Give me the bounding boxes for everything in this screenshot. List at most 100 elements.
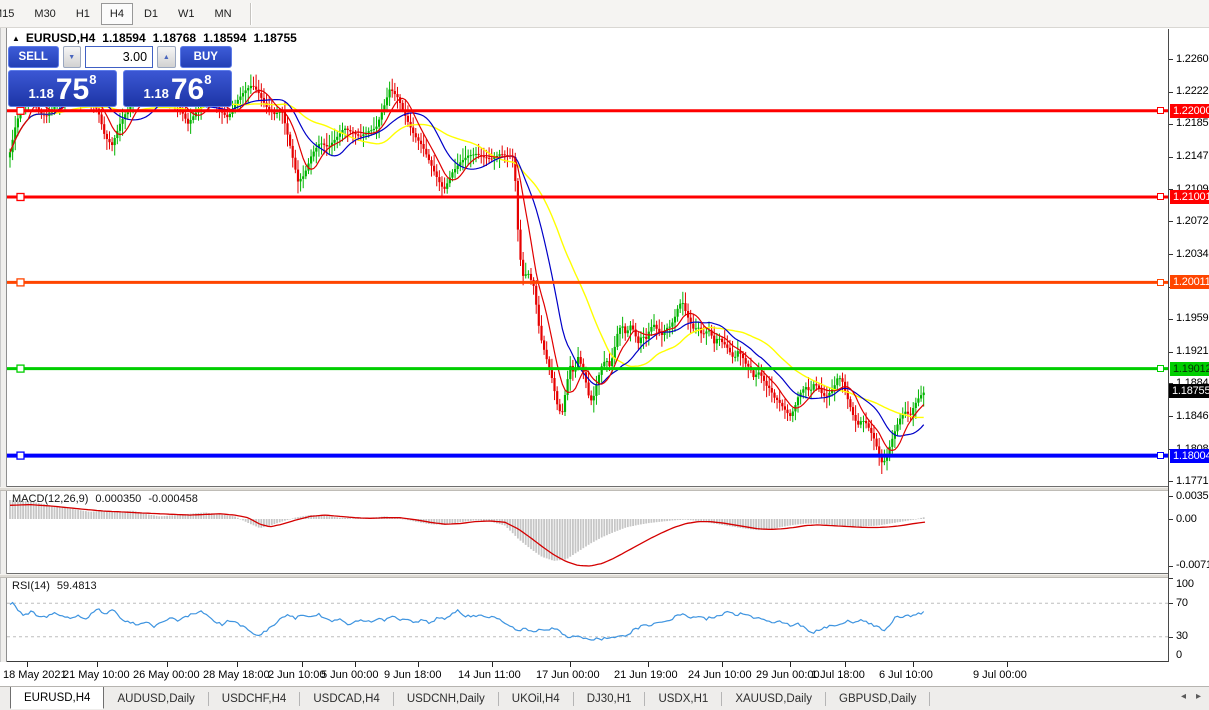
price-axis-separator [1168,29,1169,662]
time-tick [913,662,914,667]
chart-ohlc-title: ▲ EURUSD,H4 1.18594 1.18768 1.18594 1.18… [12,31,297,45]
level-line-1.22000[interactable] [7,106,1168,115]
price-tag-1.22000: 1.22000 [1170,104,1209,118]
timeframe-button-M30[interactable]: M30 [34,7,56,20]
time-label: 29 Jun 00:00 [756,669,820,681]
level-endpoint-marker [1157,107,1164,114]
chart-tab-XAUUSD,Daily[interactable]: XAUUSD,Daily [735,692,812,705]
price-tick-dash [1169,416,1173,417]
chart-tab-USDCAD,H4[interactable]: USDCAD,H4 [313,692,380,705]
tab-separator [825,691,826,706]
price-tick-label: 1.22600 [1176,53,1209,65]
time-label: 6 Jul 10:00 [879,669,933,681]
time-label: 26 May 00:00 [133,669,200,681]
one-click-trading-panel: SELL ▼ 3.00 ▲ BUY 1.18 75 8 1.18 76 8 [8,46,232,107]
timeframe-button-M15[interactable]: M15 [0,7,15,20]
ma-line [9,102,924,419]
time-tick [722,662,723,667]
price-tick-dash [1169,383,1173,384]
time-tick [97,662,98,667]
window-left-edge [0,28,7,710]
chart-tab-bar: EURUSD,H4 AUDUSD,Daily USDCHF,H4 USDCAD,H4 U… [0,686,1209,710]
macd-tick-label: 0.003515 [1176,490,1209,502]
time-label: 9 Jun 18:00 [384,669,442,681]
chart-tab-DJ30,H1[interactable]: DJ30,H1 [586,692,632,705]
timeframe-button-W1[interactable]: W1 [178,7,195,20]
timeframe-buttons-group: M15 M30 H1 H4 D1 W1 MN [0,0,242,27]
timeframe-button-MN[interactable]: MN [214,7,232,20]
time-label: 28 May 18:00 [203,669,270,681]
ohlc-open: 1.18594 [102,31,146,45]
rsi-tick-dash [1169,578,1173,579]
tab-separator [572,691,574,706]
rsi-tick-label: 100 [1176,578,1194,590]
buy-price-panel[interactable]: 1.18 76 8 [123,70,232,107]
macd-name: MACD(12,26,9) [12,493,89,505]
macd-signal-line [9,504,926,567]
level-endpoint-marker [1157,365,1164,372]
price-tag-1.19012: 1.19012 [1170,362,1209,376]
time-label: 14 Jun 11:00 [458,669,521,681]
candles [8,74,925,474]
timeframe-toolbar: M15 M30 H1 H4 D1 W1 MN [0,0,1209,28]
macd-main-value: 0.000350 [95,493,142,505]
sell-price-panel[interactable]: 1.18 75 8 [8,70,117,107]
level-line-1.21001[interactable] [7,192,1168,202]
time-axis[interactable]: 18 May 2021 21 May 10:00 26 May 00:00 28 Ma… [0,662,1209,686]
chart-tab-USDX,H1[interactable]: USDX,H1 [658,692,709,705]
time-label: 24 Jun 10:00 [688,669,752,681]
time-label: 17 Jun 00:00 [536,669,600,681]
price-tick-label: 1.19210 [1176,345,1209,357]
chart-tab-GBPUSD,Daily[interactable]: GBPUSD,Daily [839,692,917,705]
rsi-tick-label: 0 [1176,649,1182,661]
time-label: 9 Jul 00:00 [973,669,1027,681]
macd-histogram [9,500,925,561]
rsi-tick-dash [1169,637,1173,638]
chart-tab-EURUSD,H4[interactable]: EURUSD,H4 [10,687,105,709]
level-endpoint-marker [1157,452,1164,459]
rsi-chart-canvas[interactable] [7,578,1168,662]
macd-chart-canvas[interactable] [7,491,1168,573]
timeframe-button-H1[interactable]: H1 [75,7,90,20]
sell-button[interactable]: SELL [8,46,59,68]
time-tick [27,662,28,667]
rsi-value: 59.4813 [56,580,97,592]
timeframe-button-H4[interactable]: H4 [100,2,133,25]
rsi-tick-label: 70 [1176,597,1188,609]
time-tick [237,662,238,667]
macd-tick-label: -0.007178 [1176,559,1209,571]
tab-separator [721,691,723,706]
chart-tab-UKOil,H4[interactable]: UKOil,H4 [511,692,560,705]
chart-tab-USDCHF,H4[interactable]: USDCHF,H4 [221,692,287,705]
volume-input[interactable]: 3.00 [84,46,154,68]
chart-tab-AUDUSD,Daily[interactable]: AUDUSD,Daily [117,692,195,705]
sell-price-prefix: 1.18 [28,86,54,101]
chart-tab-USDCNH,Daily[interactable]: USDCNH,Daily [406,692,485,705]
time-tick [570,662,571,667]
volume-decrease-button[interactable]: ▼ [62,46,81,68]
rsi-splitter[interactable] [0,574,1209,578]
one-click-top-row: SELL ▼ 3.00 ▲ BUY [8,46,232,68]
volume-increase-button[interactable]: ▲ [157,46,176,68]
level-line-1.18004[interactable] [7,451,1168,460]
macd-splitter[interactable] [0,487,1209,491]
tab-separator [299,691,301,706]
price-tick-label: 1.21470 [1176,150,1209,162]
tab-scroll-left-icon[interactable]: ◂ [1180,691,1186,702]
level-line-1.20011[interactable] [7,278,1168,287]
toolbar-separator [249,2,252,25]
rsi-tick-dash [1169,603,1173,604]
tab-separator [929,691,931,706]
tab-separator [644,691,646,706]
price-axis[interactable]: 1.226001.222201.218501.214701.210901.207… [1169,28,1209,662]
tab-scroll-right-icon[interactable]: ▸ [1195,691,1201,702]
level-line-1.19012[interactable] [7,364,1168,373]
ohlc-close: 1.18755 [253,31,297,45]
buy-button[interactable]: BUY [179,46,232,68]
rsi-name: RSI(14) [12,580,50,592]
symbol-triangle-icon: ▲ [12,33,20,43]
time-tick [790,662,791,667]
ohlc-low: 1.18594 [203,31,247,45]
price-tick-label: 1.20720 [1176,215,1209,227]
timeframe-button-D1[interactable]: D1 [143,7,158,20]
